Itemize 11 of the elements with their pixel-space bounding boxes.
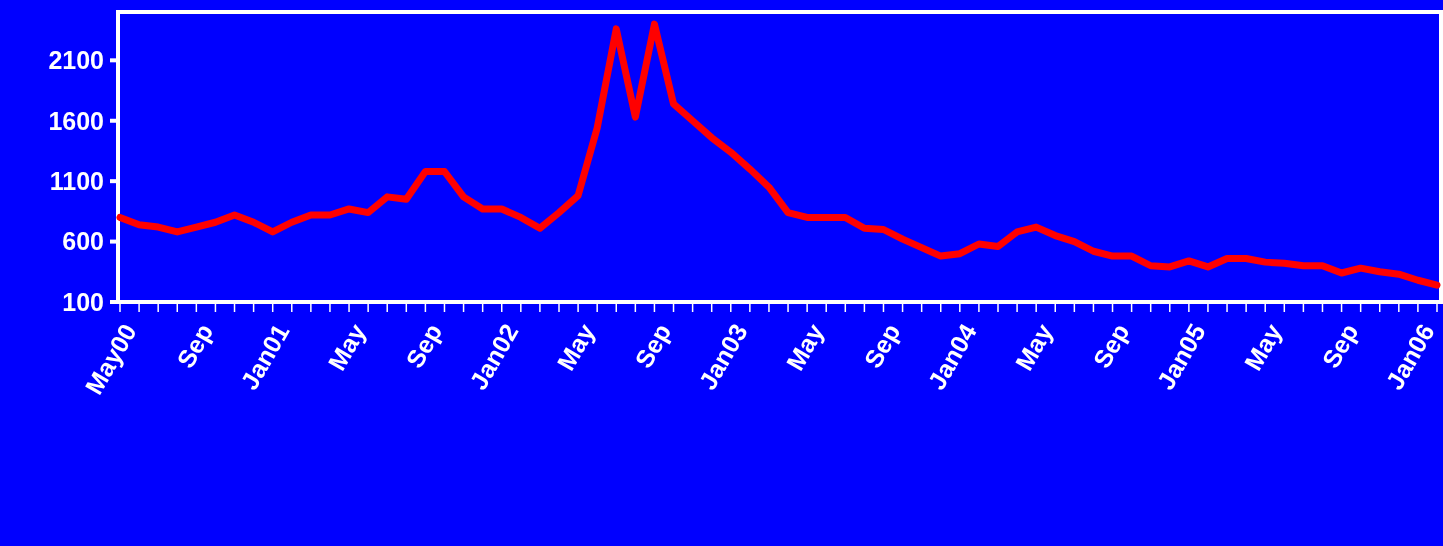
y-tick-label: 1100 (49, 166, 104, 195)
x-tick-label: Sep (1316, 318, 1364, 373)
x-tick-label: Sep (171, 318, 219, 373)
y-tick-label: 100 (62, 287, 104, 316)
y-tick-label: 600 (62, 227, 104, 256)
y-tick-label: 1600 (48, 106, 104, 135)
x-tick-label: Sep (400, 318, 448, 373)
x-tick-label: Sep (629, 318, 677, 373)
x-tick-label: Sep (1087, 318, 1135, 373)
x-tick-label: Sep (858, 318, 906, 373)
y-tick-label: 2100 (48, 46, 104, 75)
